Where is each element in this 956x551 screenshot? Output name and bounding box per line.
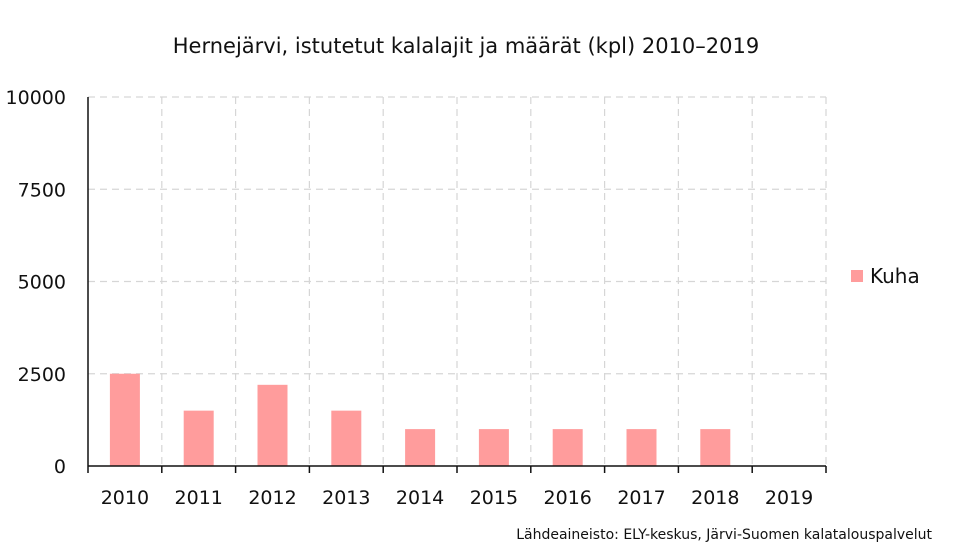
bar-2017: [626, 429, 657, 466]
bar-2011: [183, 410, 214, 466]
x-tick-label: 2012: [248, 487, 296, 509]
bar-2015: [478, 429, 509, 466]
legend: Kuha: [851, 264, 920, 288]
x-tick-label: 2018: [691, 487, 739, 509]
x-tick-label: 2015: [470, 487, 518, 509]
bar-2012: [257, 384, 288, 466]
source-note: Lähdeaineisto: ELY-keskus, Järvi-Suomen …: [516, 527, 932, 543]
legend-swatch-kuha: [851, 270, 863, 282]
bar-2013: [331, 410, 362, 466]
x-tick-label: 2010: [101, 487, 149, 509]
x-tick-label: 2017: [617, 487, 665, 509]
legend-label-kuha: Kuha: [870, 264, 920, 288]
x-tick-label: 2016: [544, 487, 592, 509]
axes: [87, 97, 827, 473]
y-tick-label: 10000: [6, 87, 66, 109]
bar-2010: [109, 373, 140, 466]
x-tick-labels: 2010 2011 2012 2013 2014 2015 2016 2017 2018 2019: [101, 487, 814, 509]
y-tick-labels: 0 2500 5000 7500 10000: [6, 87, 66, 478]
x-tick-label: 2019: [765, 487, 813, 509]
bar-2018: [700, 429, 731, 466]
grid-lines: [88, 96, 827, 466]
bar-2016: [552, 429, 583, 466]
y-tick-label: 0: [54, 456, 66, 478]
chart-title: Hernejärvi, istutetut kalalajit ja määrä…: [173, 34, 759, 58]
bars: [109, 373, 731, 466]
x-tick-label: 2014: [396, 487, 444, 509]
y-tick-label: 7500: [18, 179, 66, 201]
y-tick-label: 2500: [18, 364, 66, 386]
x-tick-label: 2013: [322, 487, 370, 509]
y-tick-label: 5000: [18, 272, 66, 294]
x-tick-label: 2011: [175, 487, 223, 509]
bar-2014: [405, 429, 436, 466]
